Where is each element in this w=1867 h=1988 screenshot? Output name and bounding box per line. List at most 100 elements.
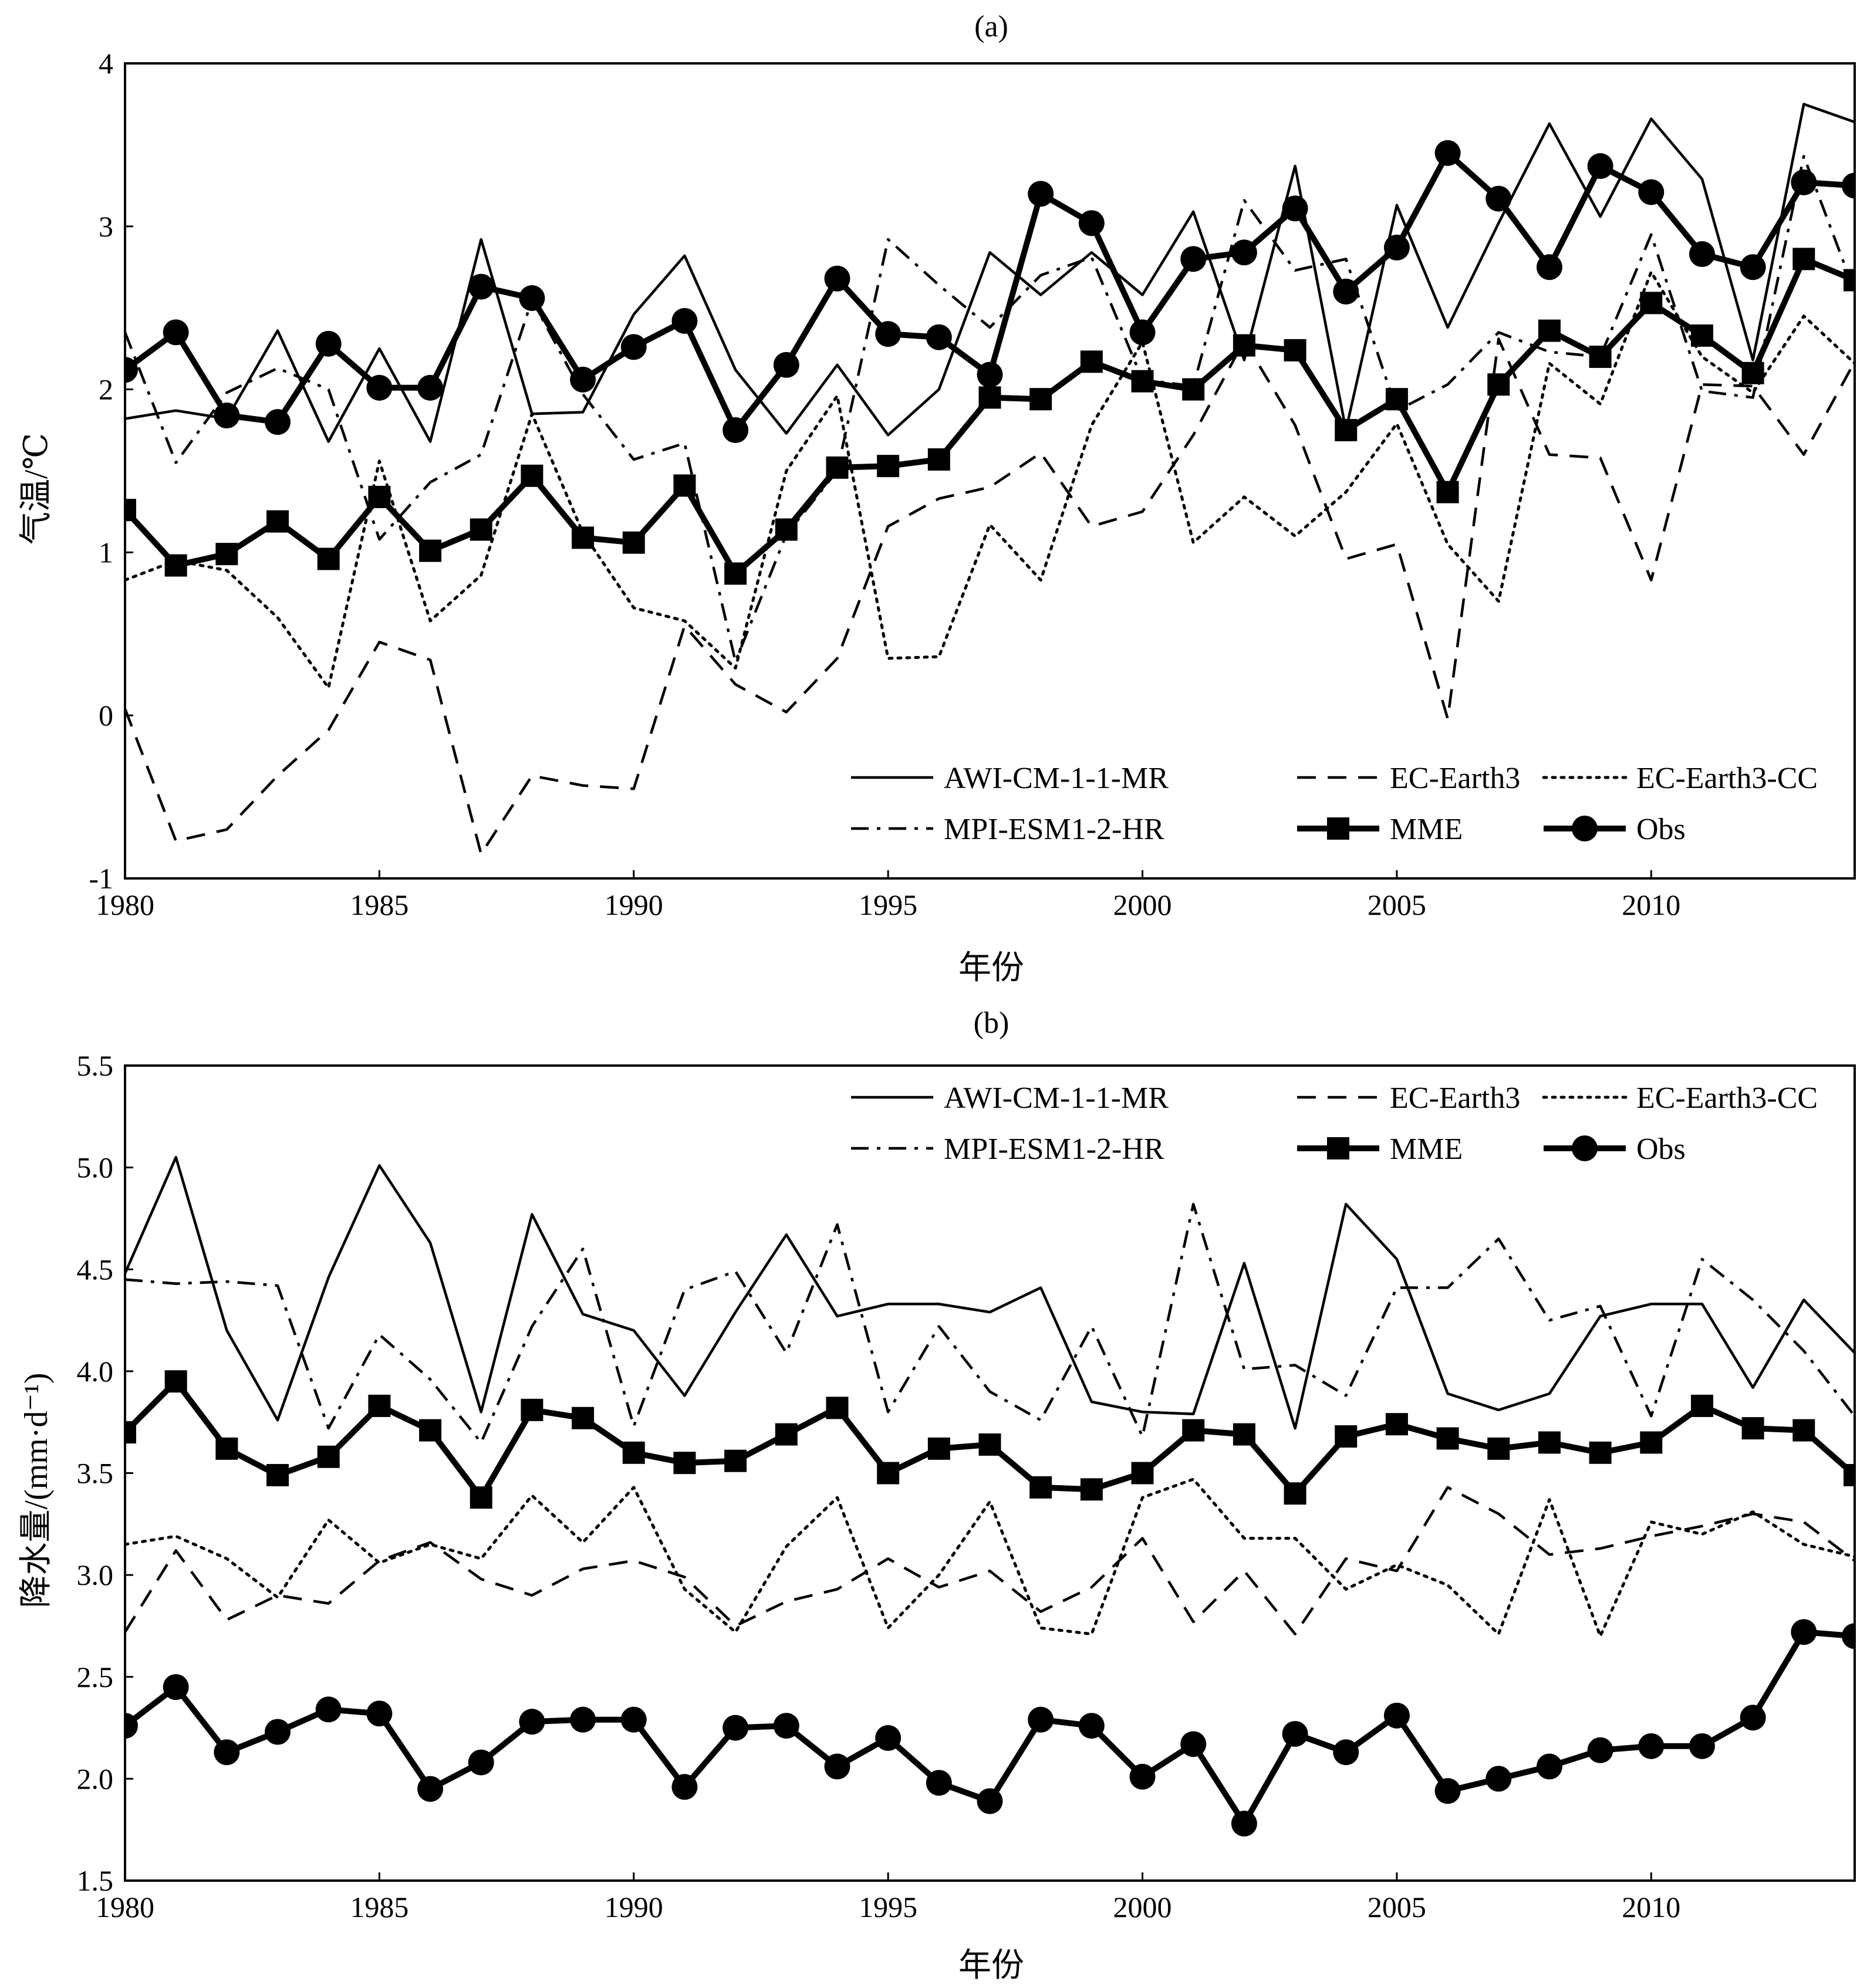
panel-b-ytick-label: 1.5 [77, 1864, 114, 1897]
panel-a-legend-label-awi-cm-1-1-mr: AWI-CM-1-1-MR [944, 762, 1169, 795]
panel-a-point-mme [1080, 350, 1103, 373]
panel-b-point-obs [1434, 1778, 1461, 1804]
panel-a-point-mme [521, 464, 543, 487]
panel-b-ytick-label: 3.0 [77, 1558, 114, 1591]
panel-b-xtick-label: 1985 [350, 1891, 408, 1923]
panel-a-point-mme [1182, 378, 1205, 401]
panel-b-point-obs [1842, 1623, 1855, 1649]
panel-a-title: (a) [974, 10, 1008, 43]
panel-b-xtick-label: 1990 [605, 1891, 663, 1923]
panel-b-legend-label-ec-earth3: EC-Earth3 [1390, 1081, 1520, 1115]
panel-b-ytick-label: 3.5 [77, 1457, 114, 1490]
panel-a-point-mme [1029, 388, 1052, 411]
panel-a-point-obs [1383, 234, 1410, 261]
panel-a-point-mme [368, 485, 391, 508]
panel-b-point-obs [875, 1725, 902, 1751]
panel-b-point-obs [723, 1715, 749, 1741]
panel-b-point-obs [1536, 1753, 1562, 1780]
panel-a-legend-label-mpi-esm1-2-hr: MPI-ESM1-2-HR [944, 813, 1164, 846]
panel-a-xtick-label: 2010 [1622, 888, 1680, 921]
panel-b-point-mme [368, 1394, 391, 1417]
panel-b-legend: AWI-CM-1-1-MR EC-Earth3 EC-Earth3-CC MPI-ES… [851, 1081, 1818, 1166]
panel-b-point-obs [1028, 1706, 1054, 1733]
panel-a-point-obs [366, 374, 393, 401]
panel-a-xtick-label: 1990 [605, 888, 663, 921]
panel-a-point-obs [315, 330, 342, 357]
panel-a-point-obs [1333, 278, 1359, 305]
panel-b-legend-label-obs: Obs [1636, 1132, 1686, 1166]
panel-a-series-group [125, 103, 1855, 856]
panel-a-series-awi-cm-1-1-mr [125, 103, 1855, 443]
panel-a-point-obs [519, 285, 545, 312]
panel-b-point-obs [926, 1770, 952, 1796]
panel-b-point-mme [266, 1463, 289, 1486]
panel-a-point-mme [877, 455, 900, 478]
panel-b-point-mme [1589, 1441, 1612, 1464]
panel-a-legend: AWI-CM-1-1-MR EC-Earth3 EC-Earth3-CC MPI-ES… [851, 762, 1818, 846]
panel-a-xtick-label: 1995 [859, 888, 917, 921]
panel-a-point-mme [266, 510, 289, 533]
panel-a-point-obs [265, 409, 291, 435]
panel-b-xtick-label: 2000 [1113, 1891, 1172, 1923]
panel-a-point-mme [470, 518, 492, 541]
panel-a-point-obs [1434, 140, 1461, 166]
panel-a-point-mme [1284, 339, 1306, 361]
panel-b-point-mme [317, 1445, 340, 1468]
panel-a-point-obs [1587, 153, 1613, 180]
panel-a-point-obs [1282, 195, 1308, 222]
panel-a-point-mme [1487, 373, 1510, 396]
panel-b-point-obs [1740, 1705, 1766, 1731]
panel-a-point-mme [978, 386, 1001, 409]
panel-a-xtick-label: 2005 [1368, 888, 1426, 921]
panel-b-legend-marker-mme [1327, 1137, 1349, 1159]
panel-a-point-obs [1180, 246, 1207, 272]
panel-a-point-mme [1844, 269, 1855, 292]
panel-a-ytick-label: 4 [99, 47, 113, 80]
panel-b-point-obs [417, 1776, 444, 1802]
panel-a-point-obs [723, 417, 749, 444]
panel-b-point-mme [1538, 1431, 1561, 1454]
panel-b-point-mme [826, 1397, 849, 1419]
panel-a-ytick-label: -1 [89, 862, 113, 895]
panel-b-point-mme [1792, 1419, 1815, 1442]
panel-b-point-obs [315, 1696, 342, 1723]
panel-b-series-ec-earth3-cc [125, 1478, 1855, 1638]
panel-b-point-obs [163, 1674, 189, 1700]
panel-a-point-obs [468, 273, 494, 300]
panel-a-xlabel: 年份 [958, 950, 1024, 986]
panel-a-legend-label-mme: MME [1390, 813, 1463, 846]
panel-b-point-obs [1791, 1619, 1817, 1645]
panel-a-point-obs [1028, 181, 1054, 207]
panel-b-legend-label-ec-earth3-cc: EC-Earth3-CC [1636, 1081, 1818, 1115]
panel-b-point-mme [215, 1437, 238, 1460]
panel-a-point-mme [1335, 419, 1358, 442]
panel-b-point-obs [1638, 1733, 1665, 1759]
panel-b-xlabel: 年份 [958, 1948, 1024, 1984]
panel-a-point-mme [572, 526, 595, 549]
panel-b-point-mme [1182, 1419, 1205, 1442]
panel-a-ytick-label: 2 [99, 373, 113, 406]
panel-b-point-mme [927, 1437, 950, 1460]
panel-b-series-group [125, 1156, 1855, 1837]
panel-a-point-mme [1589, 346, 1612, 368]
panel-b-legend-label-mme: MME [1390, 1132, 1463, 1166]
panel-b-ytick-label: 5.0 [77, 1151, 114, 1184]
panel-b-point-mme [1741, 1417, 1764, 1440]
panel-b-point-obs [773, 1713, 799, 1739]
panel-a-point-mme [1640, 292, 1663, 315]
panel-b-xtick-label: 2005 [1368, 1891, 1426, 1923]
panel-a-point-mme [317, 547, 340, 570]
panel-b-point-obs [519, 1709, 545, 1735]
panel-b-ytick-label: 2.5 [77, 1661, 114, 1693]
panel-a-point-mme [125, 499, 136, 522]
panel-a-series-ec-earth3 [125, 337, 1855, 856]
panel-a-point-mme [164, 554, 187, 577]
panel-b-point-mme [419, 1419, 442, 1442]
panel-b-point-mme [1487, 1437, 1510, 1460]
panel-b-point-obs [671, 1774, 698, 1800]
panel-b-point-mme [164, 1370, 187, 1393]
panel-a-point-obs [1689, 241, 1715, 268]
panel-a-xtick-label: 2000 [1113, 888, 1172, 921]
panel-a-point-mme [724, 562, 747, 585]
panel-a-point-obs [926, 324, 952, 350]
